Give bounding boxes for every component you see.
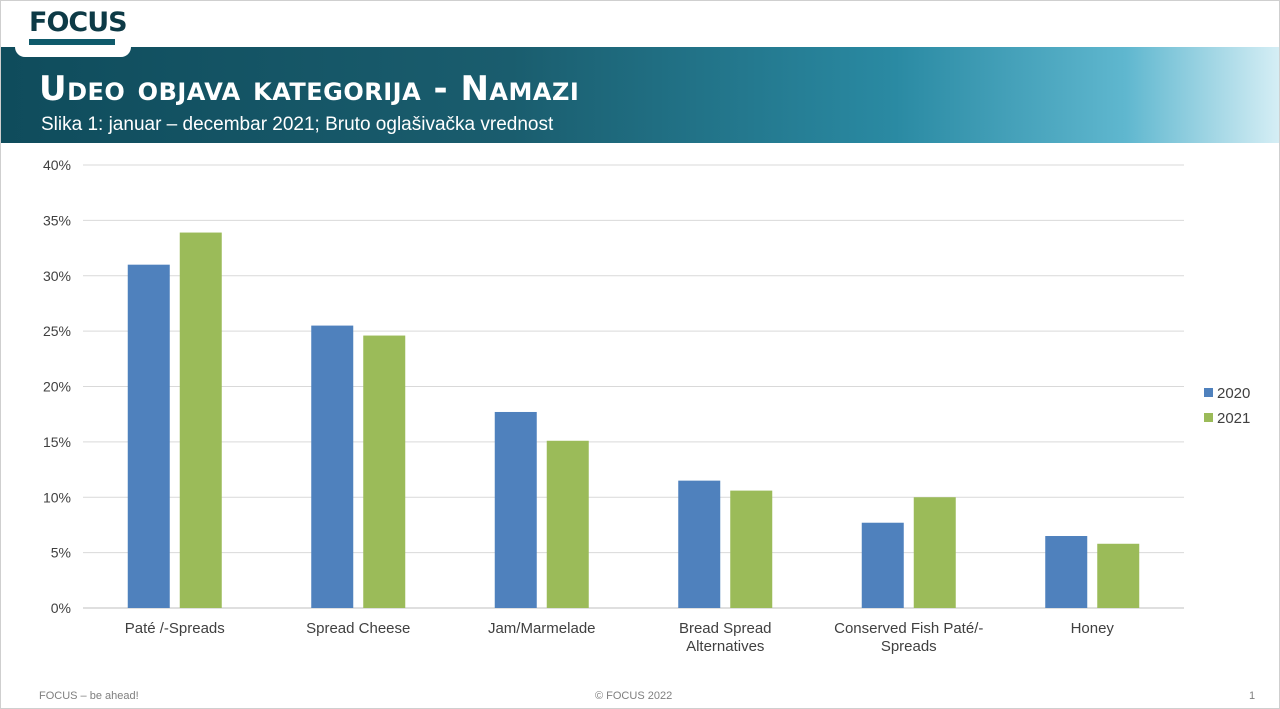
x-tick-label: Spread Cheese <box>306 620 410 637</box>
bar-2021 <box>913 497 956 608</box>
footer-copyright: © FOCUS 2022 <box>595 690 673 702</box>
bar-2021 <box>179 232 222 608</box>
bar-2021 <box>730 490 773 608</box>
x-tick-label: Conserved Fish Paté/- <box>834 620 983 637</box>
logo-underline <box>29 39 115 45</box>
y-tick-label: 25% <box>43 323 71 339</box>
legend-label: 2021 <box>1217 410 1250 427</box>
bar-2021 <box>546 440 589 608</box>
y-tick-label: 20% <box>43 379 71 395</box>
x-tick-label: Honey <box>1071 620 1115 637</box>
slide-subtitle: Slika 1: januar – decembar 2021; Bruto o… <box>41 114 554 135</box>
y-tick-label: 40% <box>43 157 71 173</box>
slide-title: Udeo objava kategorija - Namazi <box>39 69 580 109</box>
bar-2020 <box>1045 536 1088 608</box>
x-tick-label: Spreads <box>881 638 937 655</box>
x-tick-label: Jam/Marmelade <box>488 620 596 637</box>
footer-tagline: FOCUS – be ahead! <box>39 690 139 702</box>
x-tick-label: Paté /-Spreads <box>125 620 225 637</box>
y-tick-label: 0% <box>51 600 71 616</box>
bar-2020 <box>127 264 170 608</box>
y-tick-label: 30% <box>43 268 71 284</box>
bar-2020 <box>311 325 354 608</box>
x-tick-label: Alternatives <box>686 638 764 655</box>
header-band <box>1 47 1279 143</box>
y-tick-label: 15% <box>43 434 71 450</box>
bar-2020 <box>861 522 904 608</box>
bar-2021 <box>363 335 406 608</box>
y-tick-label: 5% <box>51 545 71 561</box>
y-tick-label: 35% <box>43 212 71 228</box>
bar-2020 <box>494 411 537 608</box>
y-tick-label: 10% <box>43 489 71 505</box>
page-number: 1 <box>1249 690 1256 702</box>
bar-2021 <box>1097 543 1140 608</box>
legend-label: 2020 <box>1217 385 1250 402</box>
legend-swatch <box>1204 388 1213 397</box>
focus-logo: FOCUS <box>29 7 128 38</box>
legend-swatch <box>1204 413 1213 422</box>
logo-tab <box>15 1 131 57</box>
bar-2020 <box>678 480 721 608</box>
x-tick-label: Bread Spread <box>679 620 772 637</box>
